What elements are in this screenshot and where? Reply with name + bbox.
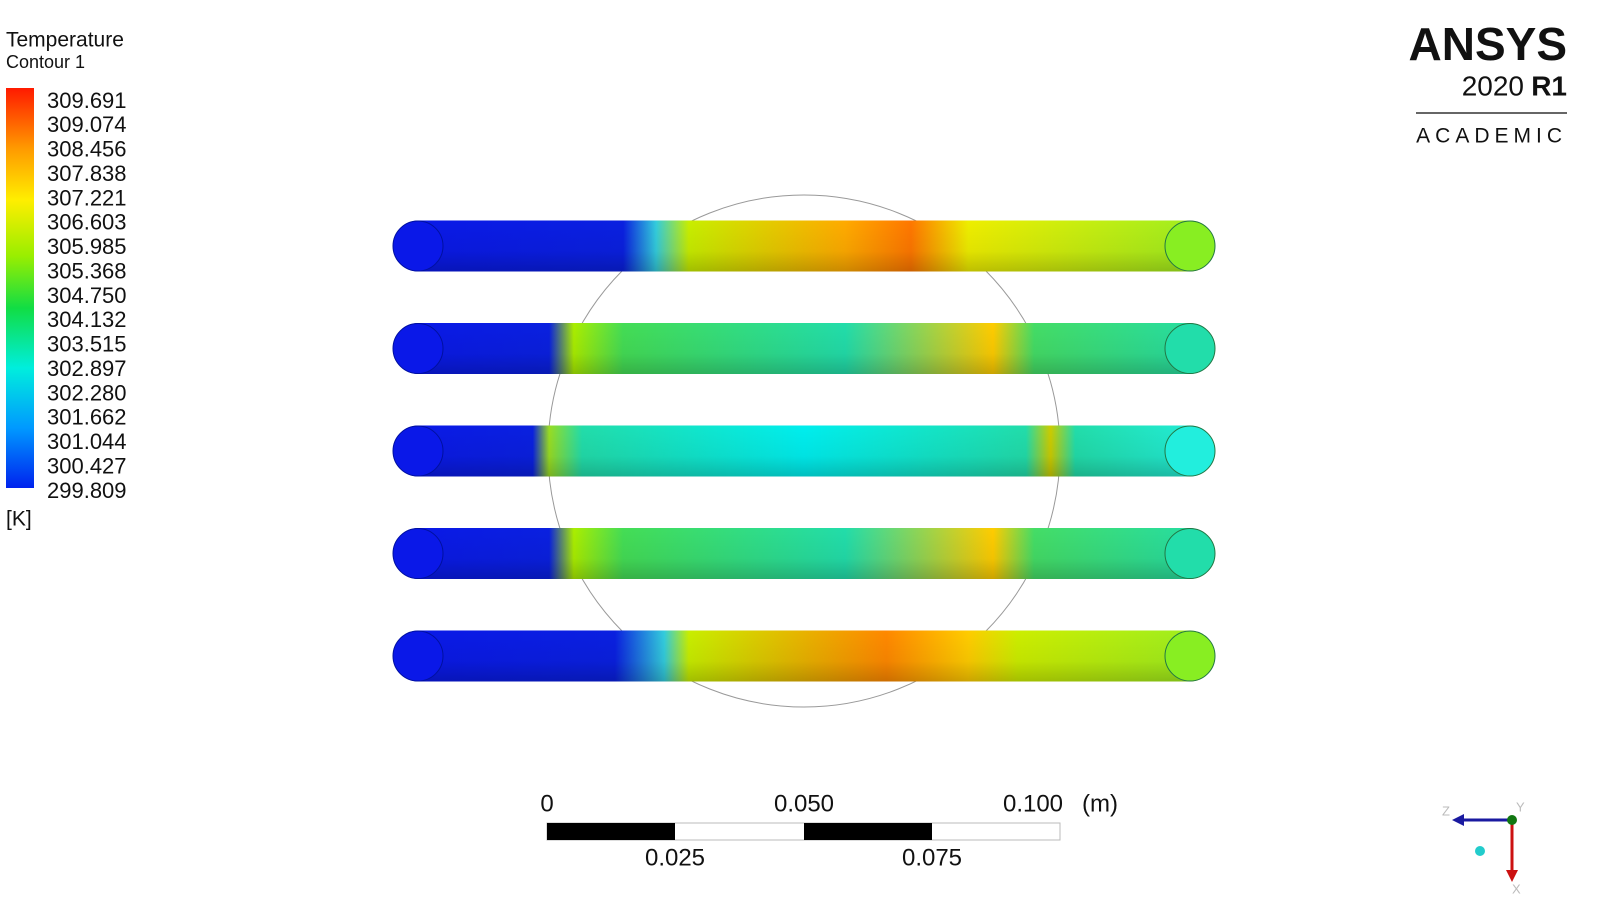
- legend-level: 309.691: [47, 88, 127, 113]
- tube-inlet: [392, 220, 444, 272]
- tube: [392, 528, 1216, 579]
- scale-label: 0.050: [774, 790, 834, 817]
- logo-brand: ANSYS: [1409, 18, 1567, 70]
- tube-shade: [393, 425, 1215, 477]
- tube-inlet: [392, 630, 444, 682]
- legend-level: 305.368: [47, 258, 127, 283]
- tube-inlet: [392, 425, 444, 477]
- scale-label: 0.075: [902, 844, 962, 871]
- logo-edition: ACADEMIC: [1416, 125, 1567, 148]
- legend-level: 304.132: [47, 307, 127, 332]
- legend-level: 309.074: [47, 112, 127, 137]
- legend-unit: [K]: [6, 508, 32, 531]
- y-axis: [1507, 815, 1517, 825]
- legend-level: 306.603: [47, 210, 127, 235]
- scale-bar: 0 0.050 0.100 (m) 0.025 0.075: [540, 790, 1118, 871]
- legend-level: 302.897: [47, 356, 127, 381]
- x-label: X: [1512, 881, 1521, 896]
- tube-shade: [393, 528, 1215, 579]
- logo-release: R1: [1531, 70, 1567, 101]
- scale-segment: [547, 823, 675, 840]
- tube-inlet: [392, 528, 444, 579]
- tube-shade: [393, 220, 1215, 272]
- color-bar: [6, 88, 34, 488]
- model: [392, 194, 1216, 708]
- tube: [392, 425, 1216, 477]
- scale-unit: (m): [1082, 790, 1118, 817]
- legend-level: 301.044: [47, 429, 127, 454]
- legend-subtitle: Contour 1: [6, 52, 85, 72]
- legend-level: 304.750: [47, 283, 127, 308]
- tube-shade: [393, 630, 1215, 682]
- scale-label: 0: [540, 790, 553, 817]
- tube-outlet: [1164, 220, 1216, 272]
- tube-shade: [393, 323, 1215, 374]
- legend: Temperature Contour 1 309.691309.074308.…: [6, 29, 127, 531]
- tube-outlet: [1164, 528, 1216, 579]
- legend-level: 299.809: [47, 478, 127, 503]
- scale-label: 0.100: [1003, 790, 1063, 817]
- tube-outlet: [1164, 323, 1216, 374]
- logo: ANSYS 2020 R1 ACADEMIC: [1409, 18, 1567, 148]
- legend-levels: 309.691309.074308.456307.838307.221306.6…: [47, 88, 127, 503]
- legend-level: 307.221: [47, 185, 127, 210]
- legend-level: 302.280: [47, 380, 127, 405]
- legend-level: 301.662: [47, 405, 127, 430]
- tube-outlet: [1164, 630, 1216, 682]
- z-label: Z: [1442, 803, 1450, 818]
- tube: [392, 630, 1216, 682]
- legend-level: 303.515: [47, 332, 127, 357]
- tube-inlet: [392, 323, 444, 374]
- legend-level: 300.427: [47, 453, 127, 478]
- logo-version: 2020: [1462, 70, 1524, 101]
- x-arrow: [1506, 870, 1518, 882]
- legend-level: 307.838: [47, 161, 127, 186]
- y-label: Y: [1516, 799, 1525, 814]
- legend-level: 305.985: [47, 234, 127, 259]
- tube: [392, 323, 1216, 374]
- tube: [392, 220, 1216, 272]
- legend-level: 308.456: [47, 137, 127, 162]
- legend-title: Temperature: [6, 29, 124, 52]
- z-arrow: [1452, 814, 1464, 826]
- origin-marker: [1475, 846, 1485, 856]
- axis-triad: Z Y X: [1442, 799, 1525, 896]
- scale-segment: [804, 823, 932, 840]
- scale-label: 0.025: [645, 844, 705, 871]
- tube-outlet: [1164, 425, 1216, 477]
